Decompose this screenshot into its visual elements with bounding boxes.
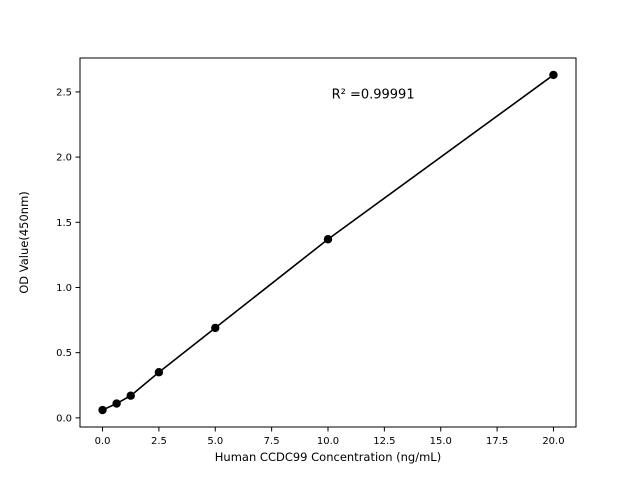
data-point	[154, 368, 164, 377]
r-squared-annotation: R² =0.99991	[332, 87, 415, 102]
x-tick-label: 5.0	[207, 436, 223, 447]
data-point	[211, 323, 220, 333]
x-tick-label: 2.5	[151, 436, 167, 447]
x-tick-label: 20.0	[542, 436, 564, 447]
y-axis-label: OD Value(450nm)	[17, 191, 31, 294]
x-tick-label: 17.5	[486, 436, 508, 447]
x-tick-label: 10.0	[317, 436, 339, 447]
y-tick-label: 2.0	[56, 153, 72, 164]
data-point	[98, 405, 107, 415]
data-point	[323, 235, 333, 244]
y-tick-label: 1.0	[56, 283, 72, 294]
x-tick-label: 12.5	[373, 436, 395, 447]
data-point	[112, 399, 121, 408]
x-axis-label: Human CCDC99 Concentration (ng/mL)	[215, 450, 441, 464]
y-tick-label: 2.5	[56, 87, 72, 98]
x-tick-label: 15.0	[430, 436, 452, 447]
y-tick-label: 0.0	[56, 413, 72, 424]
x-tick-label: 7.5	[264, 436, 280, 447]
data-point	[549, 70, 558, 80]
y-tick-label: 0.5	[56, 348, 72, 359]
data-point	[126, 391, 135, 400]
y-tick-label: 1.5	[56, 218, 72, 229]
x-tick-label: 0.0	[95, 436, 111, 447]
